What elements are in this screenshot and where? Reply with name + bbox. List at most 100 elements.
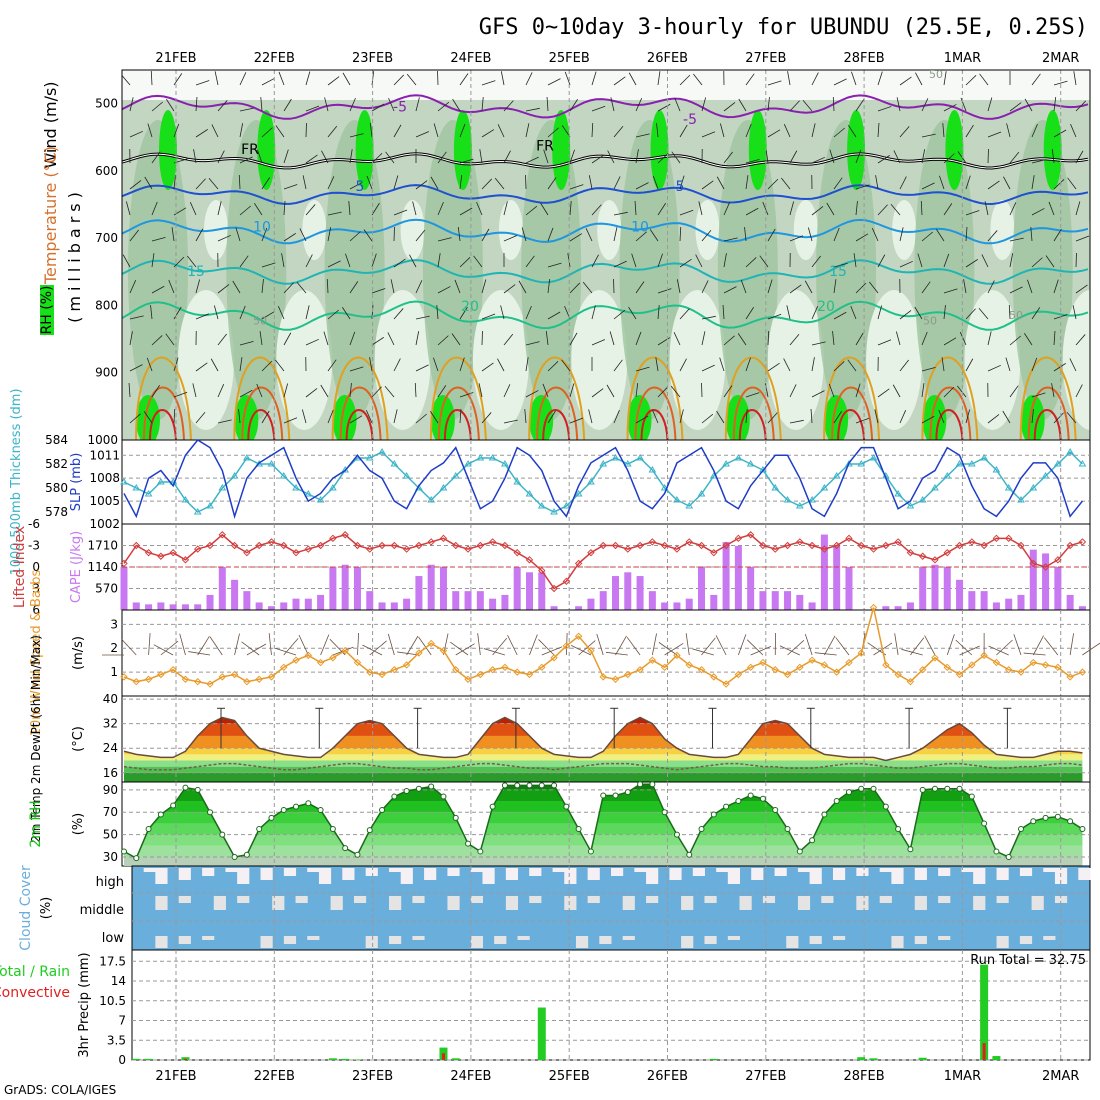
thickness-point	[648, 466, 657, 473]
lifted-index-point	[968, 538, 976, 546]
cloud-middle-block	[938, 896, 951, 903]
wind-speed-point	[304, 651, 313, 660]
cape-bar	[992, 602, 1000, 610]
wind-barb	[591, 305, 596, 320]
surface-wind-barb	[1069, 633, 1074, 656]
relative-humidity-point	[293, 803, 300, 810]
cape-bar	[1066, 594, 1074, 610]
surface-wind-barb	[241, 641, 260, 656]
cape-bar	[513, 567, 521, 610]
wind-speed-point	[1041, 661, 1050, 669]
wind-barb	[767, 279, 773, 294]
wind-barb	[168, 279, 175, 294]
wind-barb	[811, 390, 825, 398]
wind-barb	[371, 253, 377, 268]
cloud-middle-block	[762, 896, 776, 903]
upper-ylabel: (millibars)	[65, 187, 84, 323]
wind-barb	[239, 107, 254, 112]
thickness-label: 1000-500mb Thickness (dm)	[9, 388, 24, 575]
rh-patch	[355, 110, 374, 190]
thickness-point	[599, 460, 608, 467]
surface-wind-barb	[197, 636, 210, 656]
wind-barb	[767, 129, 781, 138]
thickness-point	[378, 448, 386, 455]
wind-barb	[342, 72, 351, 86]
surface-wind-barb	[188, 651, 211, 656]
surface-wind-barb	[737, 634, 747, 656]
wind-barb	[744, 227, 747, 242]
thickness-point	[193, 508, 202, 515]
cloud-level-low: low	[102, 931, 125, 946]
thickness-point	[488, 454, 497, 461]
cloud-middle-block	[1054, 896, 1068, 903]
wind-barb	[1009, 286, 1023, 294]
precip-convective-bar	[982, 1043, 986, 1060]
wind-barb	[415, 131, 430, 138]
wind-speed-point	[267, 673, 276, 681]
wind-barb	[657, 103, 671, 112]
rh-legend-swatch	[40, 285, 54, 335]
wind-barb	[877, 204, 888, 216]
wind-barb	[936, 229, 945, 242]
wind-speed-point	[464, 675, 472, 683]
wind-barb	[547, 360, 559, 372]
tick-label: 0	[32, 560, 40, 574]
wind-barb	[365, 410, 373, 424]
surface-wind-barb	[179, 633, 186, 656]
wind-speed-point	[243, 677, 251, 686]
wind-barb	[896, 97, 901, 112]
wind-barb	[437, 286, 451, 294]
wind-barb	[1009, 202, 1017, 216]
wind-barb	[591, 105, 606, 112]
wind-barb	[452, 98, 461, 112]
isotherm-35	[837, 409, 866, 440]
surface-wind-barb	[246, 643, 267, 656]
wind-barb	[494, 177, 505, 190]
wind-barb	[960, 97, 967, 112]
thickness-point	[230, 472, 239, 479]
cape-bar	[452, 591, 460, 610]
top-date-labels: 21FEB 22FEB 23FEB 24FEB 25FEB 26FEB 27FEB 28FEB…	[155, 51, 1079, 66]
wind-barb	[481, 129, 495, 138]
thickness-point	[832, 472, 841, 479]
precip-total-bar	[328, 1058, 337, 1060]
wind-barb	[503, 235, 518, 242]
wind-speed-point	[820, 661, 829, 669]
thickness-point	[918, 496, 927, 503]
tick-label: 0	[118, 1053, 126, 1067]
thickness-point	[771, 484, 780, 491]
wind-barb	[547, 410, 556, 424]
temperature-unit: (°C)	[71, 726, 86, 752]
wind-barb	[239, 123, 244, 138]
cloud-low-block	[914, 936, 927, 944]
surface-wind-barb	[804, 633, 813, 656]
wind-barb	[1053, 363, 1066, 372]
wind-speed-point	[341, 646, 349, 655]
cape-bar	[906, 602, 914, 610]
wind-barb	[789, 419, 804, 424]
relative-humidity-point	[428, 783, 435, 790]
relative-humidity-point	[268, 814, 275, 821]
wind-barb	[1009, 237, 1024, 242]
wind-barb	[1053, 331, 1056, 346]
wind-barb	[349, 133, 364, 138]
lifted-index-point	[132, 541, 140, 550]
wind-barb	[415, 180, 428, 190]
wind-barb	[547, 227, 554, 242]
wind-speed-point	[476, 670, 485, 679]
relative-humidity-point	[342, 845, 349, 852]
wind-barb	[591, 154, 604, 164]
wind-barb	[767, 228, 776, 242]
cape-bar	[329, 567, 337, 610]
wind-barb	[412, 201, 417, 216]
lifted-index-point	[267, 538, 276, 546]
thickness-point	[501, 460, 509, 467]
cape-bar	[931, 564, 939, 610]
wind-barb	[965, 74, 977, 86]
wind-barb	[542, 383, 549, 398]
wind-barb	[261, 410, 270, 424]
surface-wind-barb	[153, 644, 174, 656]
cape-bar	[747, 567, 755, 610]
wind-speed-point	[366, 668, 374, 676]
wind-barb	[965, 227, 968, 242]
